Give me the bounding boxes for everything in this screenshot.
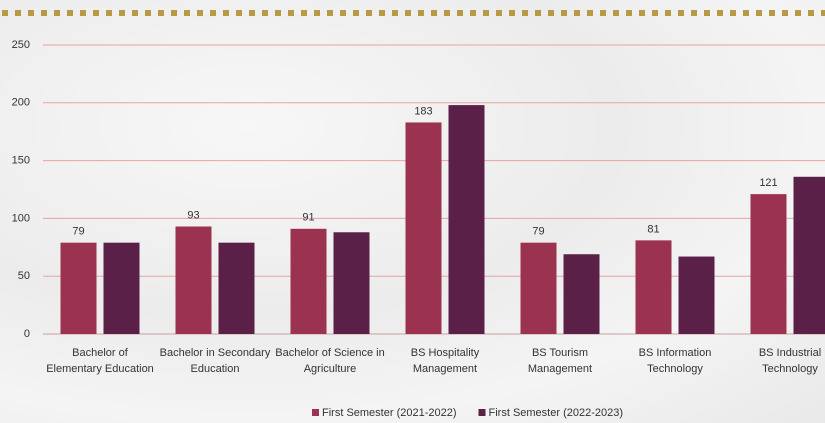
x-tick-label: BS Information Technology [638, 347, 712, 375]
y-tick-label: 150 [12, 155, 30, 167]
data-label: 79 [72, 226, 84, 238]
bar [563, 254, 600, 334]
legend-label: First Semester (2021-2022) [322, 407, 457, 419]
x-tick-label: Bachelor in Secondary Education [159, 347, 271, 375]
legend-swatch [478, 409, 486, 416]
bar [793, 176, 825, 334]
bar [218, 242, 255, 334]
bar [635, 240, 672, 334]
y-tick-label: 0 [24, 328, 30, 340]
bar [290, 228, 327, 334]
bar [60, 242, 97, 334]
y-tick-label: 200 [12, 97, 30, 109]
data-label: 121 [759, 177, 777, 189]
y-tick-label: 250 [12, 39, 30, 51]
legend-label: First Semester (2022-2023) [489, 407, 624, 419]
x-tick-label: BS Tourism Management [527, 347, 593, 375]
x-tick-label: Bachelor of Elementary Education [46, 347, 154, 375]
data-label: 91 [302, 212, 314, 224]
bar [750, 194, 787, 334]
y-tick-label: 50 [18, 270, 30, 282]
data-label: 79 [532, 226, 544, 238]
legend-swatch [312, 409, 319, 416]
bar [678, 256, 715, 334]
bar [520, 242, 557, 334]
x-tick-label: BS Industrial Technology [758, 347, 822, 375]
x-tick-label: Bachelor of Science in Agriculture [275, 347, 385, 375]
data-label: 183 [414, 105, 432, 117]
y-tick-label: 100 [12, 212, 30, 224]
data-label: 93 [187, 209, 199, 221]
bar [175, 226, 212, 334]
data-label: 81 [647, 223, 659, 235]
bar [333, 232, 370, 334]
bar [103, 242, 140, 334]
x-tick-label: BS Hospitality Management [410, 347, 480, 375]
bar [448, 105, 485, 334]
bar [405, 122, 442, 335]
